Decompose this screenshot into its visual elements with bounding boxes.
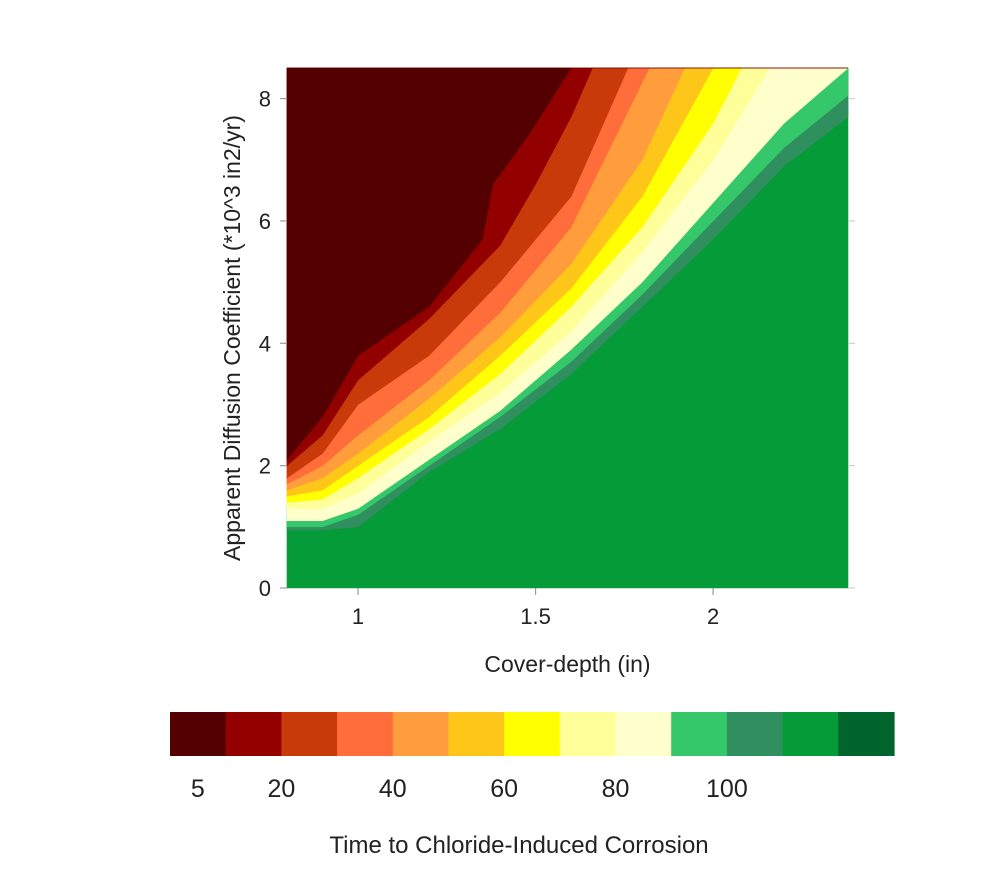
legend-title: Time to Chloride-Induced Corrosion xyxy=(329,832,708,859)
legend-swatch-1 xyxy=(225,712,282,756)
x-tick-label: 1.5 xyxy=(520,604,551,629)
x-axis-title: Cover-depth (in) xyxy=(484,651,650,677)
legend-swatch-3 xyxy=(337,712,394,756)
contour-region-1 xyxy=(286,67,848,461)
x-tick-label: 1 xyxy=(352,604,364,629)
y-axis-title: Apparent Diffusion Coefficient (*10^3 in… xyxy=(219,115,245,561)
color-legend: 5 20 40 60 80 100 xyxy=(170,712,895,803)
x-tick-label: 2 xyxy=(707,604,719,629)
legend-tick-label: 20 xyxy=(267,775,295,803)
legend-tick-label: 5 xyxy=(191,775,205,803)
legend-swatch-8 xyxy=(615,712,672,756)
legend-swatch-9 xyxy=(671,712,728,756)
legend-swatch-11 xyxy=(782,712,839,756)
legend-tick-label: 60 xyxy=(490,775,518,803)
legend-swatch-10 xyxy=(726,712,784,756)
legend-swatch-12 xyxy=(838,712,895,756)
y-tick-label: 2 xyxy=(259,454,271,479)
legend-swatch-0 xyxy=(170,712,227,756)
contour-plot-area xyxy=(286,67,849,589)
y-tick-label: 6 xyxy=(259,209,271,234)
legend-swatch-2 xyxy=(281,712,338,756)
legend-swatch-6 xyxy=(504,712,561,756)
legend-swatch-7 xyxy=(559,712,617,756)
legend-tick-label: 80 xyxy=(602,775,630,803)
y-tick-label: 0 xyxy=(259,576,271,601)
legend-swatch-4 xyxy=(392,712,450,756)
y-tick-label: 8 xyxy=(259,87,271,112)
axes: 1 1.5 2 0 2 4 6 8 xyxy=(259,87,855,629)
legend-swatch-5 xyxy=(448,712,505,756)
y-tick-label: 4 xyxy=(259,331,271,356)
legend-tick-label: 100 xyxy=(706,775,748,803)
legend-tick-label: 40 xyxy=(379,775,407,803)
